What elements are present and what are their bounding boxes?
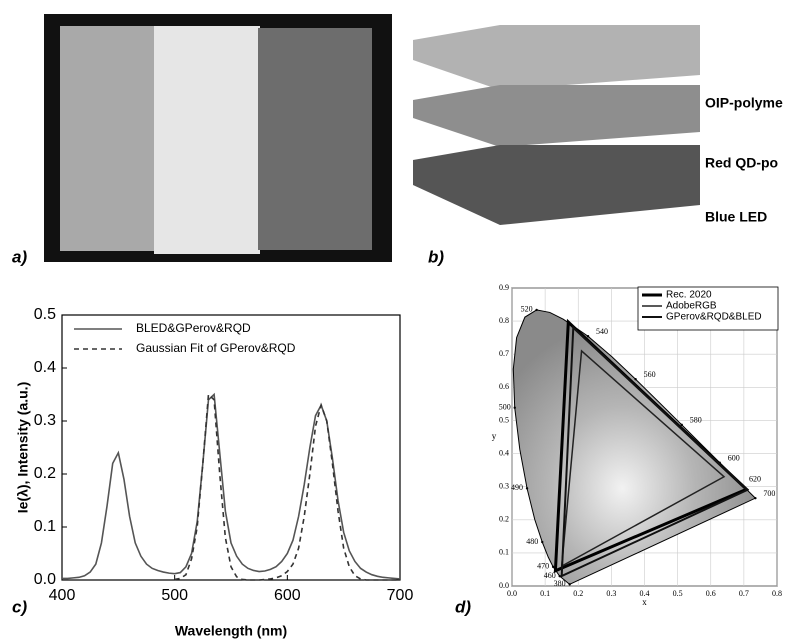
x-tick-label: 600 bbox=[274, 587, 301, 604]
y-tick-label: 0.4 bbox=[34, 359, 56, 376]
panel-label: a) bbox=[12, 247, 27, 266]
y-tick-label: 0.9 bbox=[499, 283, 509, 292]
wavelength-label: 620 bbox=[749, 475, 761, 484]
y-tick-label: 0.5 bbox=[499, 415, 509, 424]
wavelength-label: 380 bbox=[554, 579, 566, 588]
legend-label: Rec. 2020 bbox=[666, 290, 712, 301]
film-middle bbox=[154, 26, 260, 254]
y-tick-label: 0.5 bbox=[34, 306, 56, 323]
wavelength-label: 580 bbox=[690, 416, 702, 425]
y-tick-label: 0.1 bbox=[34, 518, 56, 535]
series-line bbox=[62, 395, 400, 579]
legend-label: AdobeRGB bbox=[666, 301, 717, 312]
panel-label: c) bbox=[12, 597, 27, 616]
x-tick-label: 400 bbox=[49, 587, 76, 604]
y-tick-label: 0.2 bbox=[34, 465, 56, 482]
layer-label: Red QD-po bbox=[705, 155, 778, 171]
x-tick-label: 0.6 bbox=[706, 589, 716, 598]
wavelength-label: 560 bbox=[644, 370, 656, 379]
locus-point bbox=[535, 309, 537, 311]
panel-label: b) bbox=[428, 247, 444, 266]
x-axis-label: x bbox=[642, 597, 647, 607]
y-axis-label: Ie(λ), Intensity (a.u.) bbox=[15, 382, 31, 513]
wavelength-label: 540 bbox=[596, 327, 608, 336]
locus-point bbox=[514, 407, 516, 409]
y-tick-label: 0.3 bbox=[34, 412, 56, 429]
wavelength-label: 490 bbox=[511, 483, 523, 492]
y-tick-label: 0.3 bbox=[499, 481, 509, 490]
layer-label: OIP-polyme bbox=[705, 95, 783, 111]
locus-point bbox=[568, 583, 570, 585]
film-left bbox=[60, 26, 156, 251]
x-axis-label: Wavelength (nm) bbox=[175, 623, 287, 639]
wavelength-label: 600 bbox=[728, 453, 740, 462]
x-tick-label: 0.8 bbox=[772, 589, 782, 598]
x-tick-label: 0.3 bbox=[606, 589, 616, 598]
y-tick-label: 0.4 bbox=[499, 448, 509, 457]
legend-label: BLED&GPerov&RQD bbox=[136, 321, 251, 335]
locus-point bbox=[559, 575, 561, 577]
y-axis-label: y bbox=[492, 431, 497, 441]
panel-label: d) bbox=[455, 597, 471, 616]
wavelength-label: 700 bbox=[763, 489, 775, 498]
legend-label: Gaussian Fit of GPerov&RQD bbox=[136, 341, 296, 355]
locus-point bbox=[634, 378, 636, 380]
x-tick-label: 700 bbox=[387, 587, 414, 604]
locus-point bbox=[552, 566, 554, 568]
wavelength-label: 480 bbox=[526, 537, 538, 546]
y-tick-label: 0.6 bbox=[499, 382, 509, 391]
x-tick-label: 500 bbox=[161, 587, 188, 604]
figure: a) OIP-polyme Red QD-po Blue LED b) c) d… bbox=[0, 0, 787, 639]
wavelength-label: 500 bbox=[499, 403, 511, 412]
locus-point bbox=[541, 541, 543, 543]
y-tick-label: 0.0 bbox=[499, 581, 509, 590]
wavelength-label: 520 bbox=[521, 305, 533, 314]
y-tick-label: 0.0 bbox=[34, 571, 56, 588]
layer-bottom bbox=[413, 145, 700, 225]
layer-label: Blue LED bbox=[705, 209, 767, 225]
legend-label: GPerov&RQD&BLED bbox=[666, 312, 762, 323]
locus-point bbox=[754, 497, 756, 499]
layer-middle bbox=[413, 85, 700, 147]
locus-point bbox=[526, 487, 528, 489]
y-tick-label: 0.8 bbox=[499, 316, 509, 325]
y-tick-label: 0.7 bbox=[499, 349, 509, 358]
x-tick-label: 0.7 bbox=[739, 589, 749, 598]
layer-top bbox=[413, 25, 700, 90]
x-tick-label: 0.0 bbox=[507, 589, 517, 598]
locus-point bbox=[587, 335, 589, 337]
x-tick-label: 0.2 bbox=[573, 589, 583, 598]
y-tick-label: 0.2 bbox=[499, 515, 509, 524]
y-tick-label: 0.1 bbox=[499, 548, 509, 557]
x-tick-label: 0.1 bbox=[540, 589, 550, 598]
wavelength-label: 470 bbox=[537, 562, 549, 571]
film-right bbox=[258, 28, 372, 250]
layer-stack bbox=[413, 25, 700, 225]
x-tick-label: 0.5 bbox=[673, 589, 683, 598]
